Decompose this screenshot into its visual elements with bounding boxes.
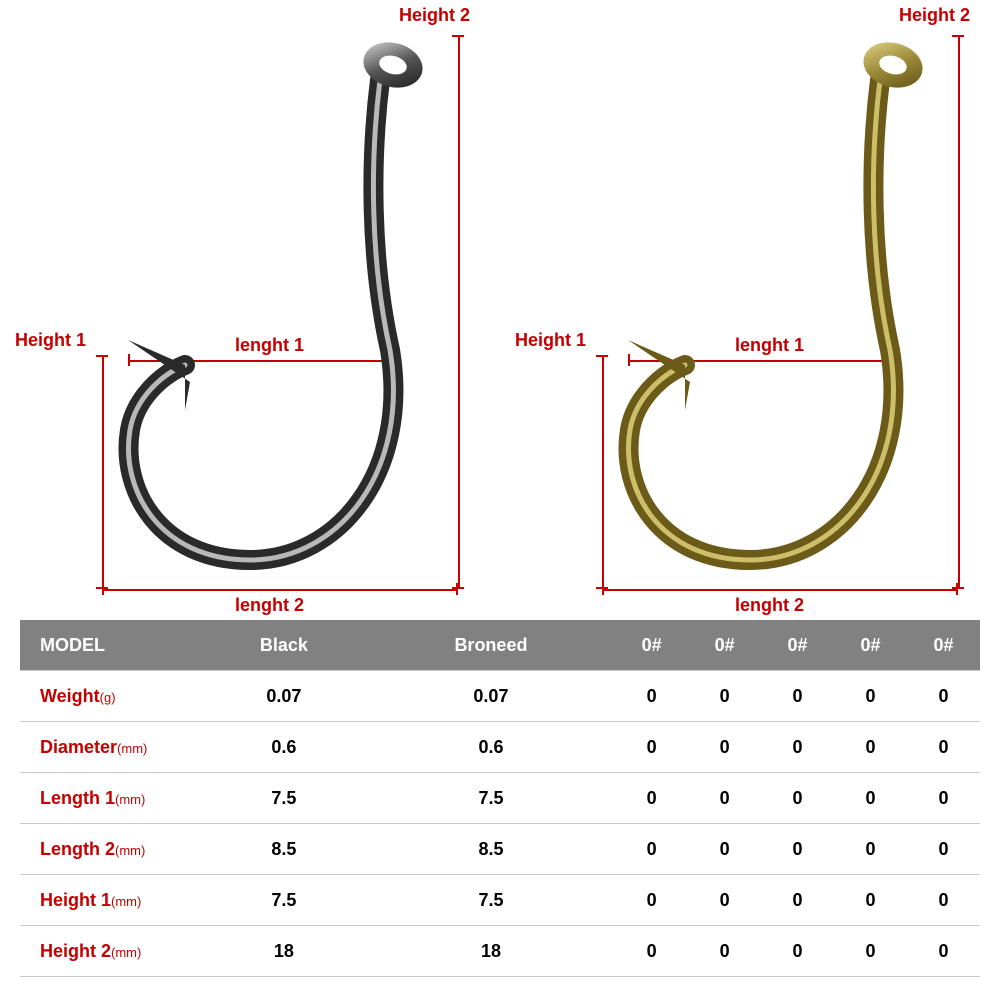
row-label: Diameter(mm) <box>20 722 201 773</box>
cell: 18 <box>367 926 615 977</box>
cell: 0 <box>761 875 834 926</box>
label-height2: Height 2 <box>899 5 970 26</box>
cell: 0 <box>688 722 761 773</box>
cell: 0 <box>761 926 834 977</box>
cell: 0 <box>907 926 980 977</box>
cell: 0 <box>615 671 688 722</box>
col-black: Black <box>201 620 367 671</box>
cell: 0.07 <box>367 671 615 722</box>
col-bronze: Broneed <box>367 620 615 671</box>
row-label: Height 2(mm) <box>20 926 201 977</box>
cell: 0 <box>615 824 688 875</box>
cell: 8.5 <box>367 824 615 875</box>
cell: 0.6 <box>201 722 367 773</box>
cell: 0 <box>761 824 834 875</box>
label-height2: Height 2 <box>399 5 470 26</box>
cell: 0.07 <box>201 671 367 722</box>
cell: 8.5 <box>201 824 367 875</box>
cell: 0 <box>834 875 907 926</box>
spec-table: MODEL Black Broneed 0# 0# 0# 0# 0# Weigh… <box>20 620 980 977</box>
label-length2: lenght 2 <box>735 595 804 616</box>
cell: 0 <box>761 773 834 824</box>
col-6: 0# <box>834 620 907 671</box>
table-row: Diameter(mm)0.60.600000 <box>20 722 980 773</box>
row-label: Length 1(mm) <box>20 773 201 824</box>
cell: 7.5 <box>201 875 367 926</box>
cell: 0 <box>688 773 761 824</box>
col-3: 0# <box>615 620 688 671</box>
cell: 0 <box>615 773 688 824</box>
cell: 0.6 <box>367 722 615 773</box>
table-row: Length 1(mm)7.57.500000 <box>20 773 980 824</box>
cell: 0 <box>834 824 907 875</box>
table-row: Length 2(mm)8.58.500000 <box>20 824 980 875</box>
diagram-area: Height 2 Height 1 lenght 1 lenght 2 <box>0 0 1000 620</box>
col-7: 0# <box>907 620 980 671</box>
cell: 0 <box>688 926 761 977</box>
cell: 0 <box>907 671 980 722</box>
cell: 0 <box>907 875 980 926</box>
label-height1: Height 1 <box>515 330 586 351</box>
cell: 0 <box>615 875 688 926</box>
cell: 7.5 <box>367 875 615 926</box>
cell: 0 <box>688 824 761 875</box>
label-length2: lenght 2 <box>235 595 304 616</box>
cell: 0 <box>761 722 834 773</box>
table-row: Height 2(mm)181800000 <box>20 926 980 977</box>
cell: 0 <box>761 671 834 722</box>
cell: 0 <box>834 773 907 824</box>
cell: 0 <box>615 722 688 773</box>
cell: 0 <box>834 671 907 722</box>
hook-icon-bronze <box>590 30 970 590</box>
table-row: Weight(g)0.070.0700000 <box>20 671 980 722</box>
hook-icon-black <box>90 30 470 590</box>
row-label: Height 1(mm) <box>20 875 201 926</box>
col-4: 0# <box>688 620 761 671</box>
spec-table-head: MODEL Black Broneed 0# 0# 0# 0# 0# <box>20 620 980 671</box>
hook-panel-bronze: Height 2 Height 1 lenght 1 lenght 2 <box>520 10 990 610</box>
cell: 0 <box>688 875 761 926</box>
table-row: Height 1(mm)7.57.500000 <box>20 875 980 926</box>
cell: 0 <box>688 671 761 722</box>
cell: 0 <box>907 773 980 824</box>
cell: 7.5 <box>367 773 615 824</box>
cell: 0 <box>907 824 980 875</box>
cell: 0 <box>834 926 907 977</box>
cell: 18 <box>201 926 367 977</box>
label-height1: Height 1 <box>15 330 86 351</box>
row-label: Weight(g) <box>20 671 201 722</box>
col-model: MODEL <box>20 620 201 671</box>
row-label: Length 2(mm) <box>20 824 201 875</box>
hook-panel-black: Height 2 Height 1 lenght 1 lenght 2 <box>20 10 490 610</box>
cell: 0 <box>615 926 688 977</box>
cell: 7.5 <box>201 773 367 824</box>
col-5: 0# <box>761 620 834 671</box>
cell: 0 <box>907 722 980 773</box>
spec-table-body: Weight(g)0.070.0700000Diameter(mm)0.60.6… <box>20 671 980 977</box>
cell: 0 <box>834 722 907 773</box>
